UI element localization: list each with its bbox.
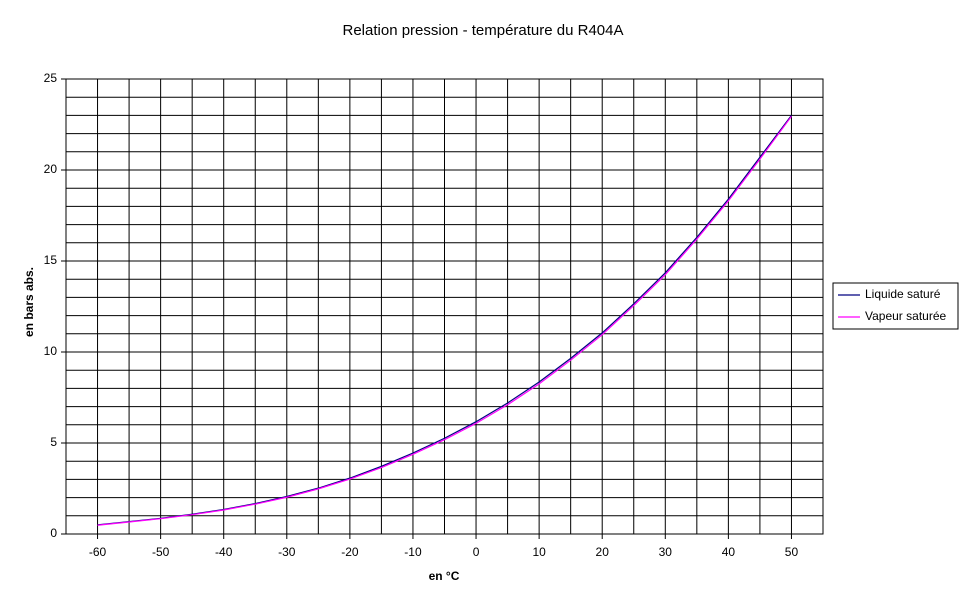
- y-tick-label: 15: [44, 253, 58, 267]
- x-axis-title: en °C: [429, 569, 460, 583]
- x-tick-label: -50: [152, 545, 170, 559]
- legend-box: [832, 282, 959, 330]
- x-tick-label: -60: [89, 545, 107, 559]
- y-tick-label: 5: [50, 435, 57, 449]
- x-tick-label: -20: [341, 545, 359, 559]
- x-tick-label: 40: [722, 545, 736, 559]
- y-tick-label: 0: [50, 526, 57, 540]
- legend-label: Liquide saturé: [865, 287, 941, 301]
- x-tick-label: 30: [659, 545, 673, 559]
- x-tick-label: 0: [473, 545, 480, 559]
- legend-label: Vapeur saturée: [865, 309, 946, 323]
- x-tick-label: -40: [215, 545, 233, 559]
- y-tick-label: 20: [44, 162, 58, 176]
- y-tick-label: 25: [44, 71, 58, 85]
- chart-title: Relation pression - température du R404A: [343, 22, 624, 39]
- plot-frame: [65, 78, 824, 535]
- x-tick-label: 50: [785, 545, 799, 559]
- y-tick-label: 10: [44, 344, 58, 358]
- y-axis-title: en bars abs.: [22, 267, 36, 337]
- x-tick-label: -30: [278, 545, 296, 559]
- x-tick-label: -10: [404, 545, 422, 559]
- x-tick-label: 20: [596, 545, 610, 559]
- series-line: [97, 115, 792, 526]
- x-tick-label: 10: [532, 545, 546, 559]
